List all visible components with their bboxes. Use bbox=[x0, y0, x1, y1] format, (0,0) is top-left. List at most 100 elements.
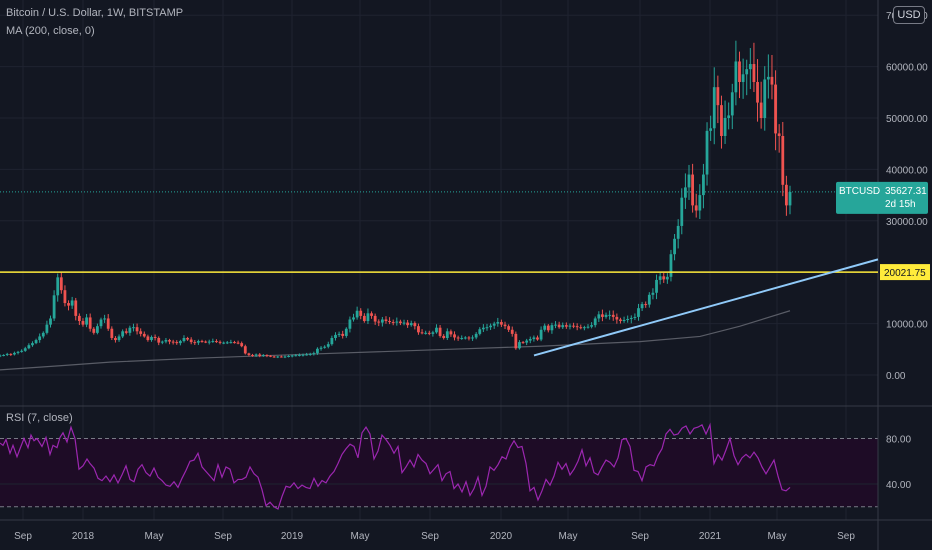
candle bbox=[702, 174, 705, 196]
rsi-legend: RSI (7, close) bbox=[6, 412, 73, 424]
candle bbox=[229, 342, 233, 344]
candle bbox=[251, 354, 254, 356]
candle bbox=[312, 353, 316, 355]
candle bbox=[341, 333, 345, 336]
rsi-line bbox=[0, 422, 791, 510]
price-tick-label: 40000.00 bbox=[886, 165, 928, 176]
candle bbox=[680, 197, 684, 226]
candle bbox=[673, 238, 676, 255]
candle bbox=[99, 319, 103, 327]
candle bbox=[734, 61, 738, 93]
candle bbox=[723, 118, 727, 136]
candle bbox=[658, 276, 662, 280]
candle bbox=[460, 337, 464, 339]
candle bbox=[586, 326, 590, 328]
candle bbox=[254, 354, 258, 356]
candle bbox=[326, 344, 330, 347]
candle bbox=[496, 322, 500, 324]
candle bbox=[384, 319, 388, 322]
candle bbox=[236, 342, 240, 344]
candle bbox=[9, 353, 13, 355]
candle bbox=[23, 348, 27, 351]
candle bbox=[13, 352, 16, 355]
candle bbox=[204, 341, 208, 343]
candle bbox=[16, 351, 20, 353]
candle bbox=[442, 335, 446, 338]
candle bbox=[171, 341, 175, 343]
candle bbox=[597, 314, 601, 319]
candle bbox=[402, 322, 406, 324]
candle bbox=[49, 318, 52, 325]
candle bbox=[153, 336, 157, 338]
time-tick-label: Sep bbox=[14, 531, 32, 542]
time-tick-label: 2021 bbox=[699, 531, 722, 542]
candle bbox=[500, 322, 503, 325]
candle bbox=[95, 326, 99, 333]
candle bbox=[683, 187, 687, 198]
candle bbox=[413, 323, 417, 327]
candle bbox=[748, 64, 752, 70]
candle bbox=[481, 327, 485, 330]
candle bbox=[510, 329, 514, 334]
candle bbox=[150, 336, 153, 341]
candle bbox=[554, 324, 557, 326]
candle bbox=[622, 320, 626, 322]
candle bbox=[373, 315, 377, 322]
rsi-band bbox=[0, 438, 878, 507]
candle bbox=[2, 354, 6, 356]
candle bbox=[467, 337, 471, 339]
candle bbox=[431, 332, 435, 334]
candle bbox=[117, 336, 121, 341]
candle bbox=[676, 225, 680, 239]
candle bbox=[435, 327, 438, 333]
candle bbox=[738, 61, 741, 83]
candle bbox=[507, 326, 511, 330]
candle bbox=[561, 325, 565, 328]
rsi-tick-label: 40.00 bbox=[886, 480, 911, 491]
candle bbox=[665, 276, 669, 280]
time-tick-label: Sep bbox=[837, 531, 855, 542]
candle bbox=[604, 314, 608, 317]
candle bbox=[5, 353, 9, 355]
rsi-tick-label: 80.00 bbox=[886, 435, 911, 446]
candle bbox=[211, 341, 215, 343]
time-tick-label: May bbox=[351, 531, 370, 542]
candle bbox=[424, 332, 428, 334]
candle bbox=[305, 354, 309, 356]
candle bbox=[655, 279, 658, 293]
currency-button[interactable]: USD bbox=[893, 6, 925, 24]
candle bbox=[568, 325, 572, 327]
symbol-legend: Bitcoin / U.S. Dollar, 1W, BITSTAMP bbox=[6, 7, 184, 19]
candle bbox=[0, 355, 2, 357]
candle bbox=[106, 318, 110, 329]
candle bbox=[601, 314, 604, 317]
candle bbox=[27, 345, 31, 349]
time-tick-label: 2018 bbox=[72, 531, 95, 542]
candle bbox=[716, 87, 720, 106]
candle bbox=[63, 290, 67, 304]
candle bbox=[438, 327, 442, 336]
candle bbox=[756, 82, 759, 103]
candle bbox=[352, 317, 355, 320]
candle bbox=[669, 254, 673, 277]
candle bbox=[525, 340, 529, 343]
candle bbox=[362, 315, 366, 322]
candle bbox=[644, 304, 648, 306]
candle bbox=[709, 128, 713, 131]
candle bbox=[139, 331, 143, 334]
candle bbox=[193, 342, 197, 344]
candle bbox=[197, 341, 200, 343]
candle bbox=[705, 130, 709, 175]
candle bbox=[471, 337, 474, 339]
candle bbox=[514, 333, 518, 349]
candle bbox=[784, 184, 788, 206]
candle bbox=[485, 327, 489, 329]
candle bbox=[31, 343, 34, 346]
candle bbox=[380, 319, 384, 323]
candle bbox=[489, 325, 492, 328]
candle bbox=[752, 64, 756, 83]
candle bbox=[640, 304, 644, 309]
candle bbox=[233, 342, 236, 344]
time-tick-label: May bbox=[559, 531, 578, 542]
